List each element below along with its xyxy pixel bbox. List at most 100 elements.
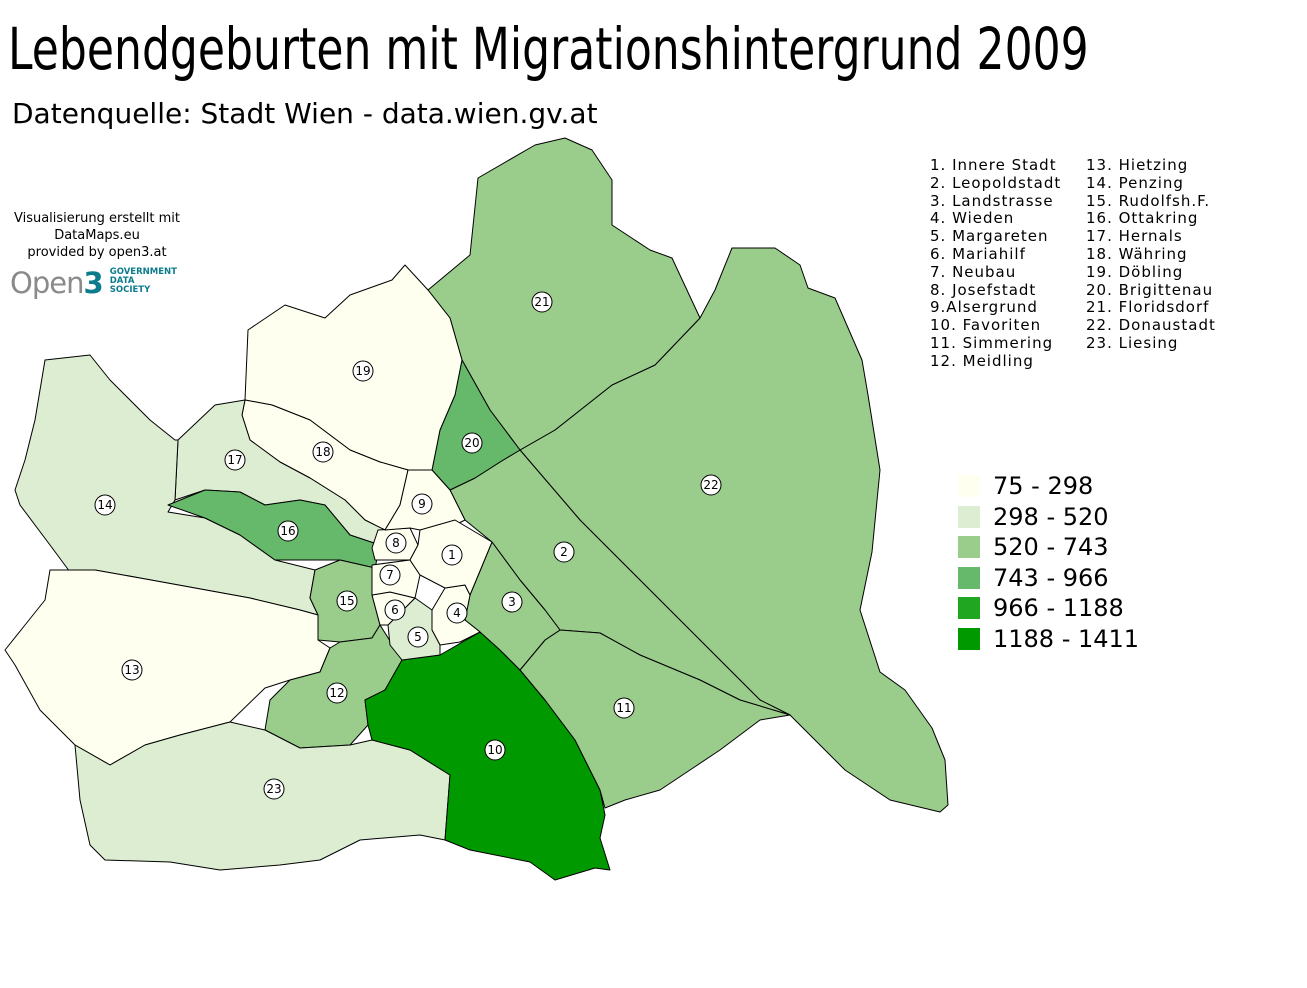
district-label-text: 16 (280, 524, 295, 538)
district-label-16: 16 (277, 520, 299, 542)
district-label-15: 15 (336, 590, 358, 612)
district-label-text: 12 (329, 686, 344, 700)
district-label-circle (553, 541, 575, 563)
district-label-text: 15 (339, 594, 354, 608)
map-title: Lebendgeburten mit Migrationshintergrund… (8, 15, 1089, 83)
district-label-text: 5 (414, 630, 422, 644)
district-label-text: 9 (418, 497, 426, 511)
district-label-text: 6 (391, 603, 399, 617)
district-label-circle (531, 291, 553, 313)
district-label-text: 4 (453, 606, 461, 620)
district-label-text: 8 (392, 536, 400, 550)
district-label-5: 5 (407, 626, 429, 648)
district-label-circle (326, 682, 348, 704)
logo-tagline: GOVERNMENT DATA SOCIETY (109, 267, 177, 295)
district-label-circle (94, 494, 116, 516)
district-label-text: 22 (703, 478, 718, 492)
district-label-text: 17 (227, 453, 242, 467)
district-11[interactable] (519, 629, 791, 809)
legend-swatch (958, 566, 980, 589)
district-label-9: 9 (411, 493, 433, 515)
district-label-text: 21 (534, 295, 549, 309)
district-label-circle (461, 432, 483, 454)
district-label-circle (407, 626, 429, 648)
district-label-text: 7 (386, 568, 394, 582)
district-label-20: 20 (461, 432, 483, 454)
legend-label: 966 - 1188 (993, 594, 1124, 623)
district-label-circle (446, 602, 468, 624)
district-label-text: 10 (487, 743, 502, 757)
district-label-3: 3 (501, 591, 523, 613)
district-list-item: 22. Donaustadt (1086, 316, 1216, 335)
district-list-item: 14. Penzing (1086, 173, 1184, 192)
district-list-item: 17. Hernals (1086, 227, 1183, 246)
legend-swatch (958, 597, 980, 620)
legend-label: 75 - 298 (993, 472, 1094, 500)
district-label-text: 11 (616, 701, 631, 715)
district-list-column: 1. Innere Stadt 2. Leopoldstadt 3. Landstr… (930, 156, 1062, 371)
open3-logo[interactable]: Open3 GOVERNMENT DATA SOCIETY (10, 266, 177, 302)
district-label-circle (336, 590, 358, 612)
district-label-circle (277, 520, 299, 542)
legend-swatch (958, 505, 980, 528)
district-label-circle (411, 493, 433, 515)
district-list-item: 7. Neubau (930, 262, 1017, 281)
district-list-item: 1. Innere Stadt (930, 156, 1057, 174)
district-label-circle (379, 564, 401, 586)
district-label-text: 18 (315, 445, 330, 459)
district-list-item: 11. Simmering (930, 333, 1054, 352)
district-list-item: 9.Alsergrund (930, 298, 1038, 317)
credit-line: Visualisierung erstellt mit (13, 211, 181, 226)
credit-line[interactable]: provided by open3.at (27, 245, 167, 260)
legend-label: 1188 - 1411 (993, 624, 1140, 653)
legend-label: 743 - 966 (993, 563, 1109, 592)
district-list-item: 4. Wieden (930, 209, 1015, 228)
district-label-circle (441, 544, 463, 566)
district-label-text: 14 (97, 498, 112, 512)
district-label-1: 1 (441, 544, 463, 566)
district-label-circle (263, 778, 285, 800)
district-label-circle (484, 739, 506, 761)
district-list-item: 15. Rudolfsh.F. (1086, 191, 1211, 210)
data-source: Datenquelle: Stadt Wien - data.wien.gv.a… (12, 97, 598, 130)
district-label-circle (385, 532, 407, 554)
district-label-8: 8 (385, 532, 407, 554)
legend-label: 520 - 743 (993, 533, 1109, 562)
district-list-item: 6. Mariahilf (930, 244, 1026, 263)
legend-swatch (958, 475, 980, 497)
district-list-item: 8. Josefstadt (930, 280, 1037, 299)
credit-note: Visualisierung erstellt mit DataMaps.eu … (0, 210, 194, 261)
district-label-text: 1 (448, 548, 456, 562)
district-list-item: 18. Währing (1086, 244, 1188, 263)
district-label-17: 17 (224, 449, 246, 471)
legend-label: 298 - 520 (993, 502, 1109, 531)
district-label-11: 11 (613, 697, 635, 719)
district-label-circle (312, 441, 334, 463)
district-list-item: 21. Floridsdorf (1086, 298, 1210, 317)
district-label-circle (384, 599, 406, 621)
district-label-22: 22 (700, 474, 722, 496)
district-13[interactable] (4, 569, 331, 766)
district-list-item: 2. Leopoldstadt (930, 173, 1062, 192)
district-list-item: 19. Döbling (1086, 262, 1184, 281)
legend-swatch (958, 536, 980, 559)
district-list-item: 20. Brigittenau (1086, 280, 1214, 299)
district-label-text: 3 (508, 595, 516, 609)
district-label-circle (700, 474, 722, 496)
district-label-circle (224, 449, 246, 471)
district-label-text: 13 (124, 663, 139, 677)
district-label-7: 7 (379, 564, 401, 586)
legend-swatch (958, 627, 980, 650)
district-label-text: 23 (266, 782, 281, 796)
district-label-circle (501, 591, 523, 613)
district-label-text: 20 (464, 436, 479, 450)
district-list-item: 13. Hietzing (1086, 156, 1189, 174)
district-label-21: 21 (531, 291, 553, 313)
district-label-6: 6 (384, 599, 406, 621)
district-label-circle (352, 360, 374, 382)
district-label-14: 14 (94, 494, 116, 516)
credit-line[interactable]: DataMaps.eu (54, 228, 140, 243)
district-list-item: 3. Landstrasse (930, 191, 1054, 210)
district-list-item: 5. Margareten (930, 227, 1049, 246)
district-label-10: 10 (484, 739, 506, 761)
